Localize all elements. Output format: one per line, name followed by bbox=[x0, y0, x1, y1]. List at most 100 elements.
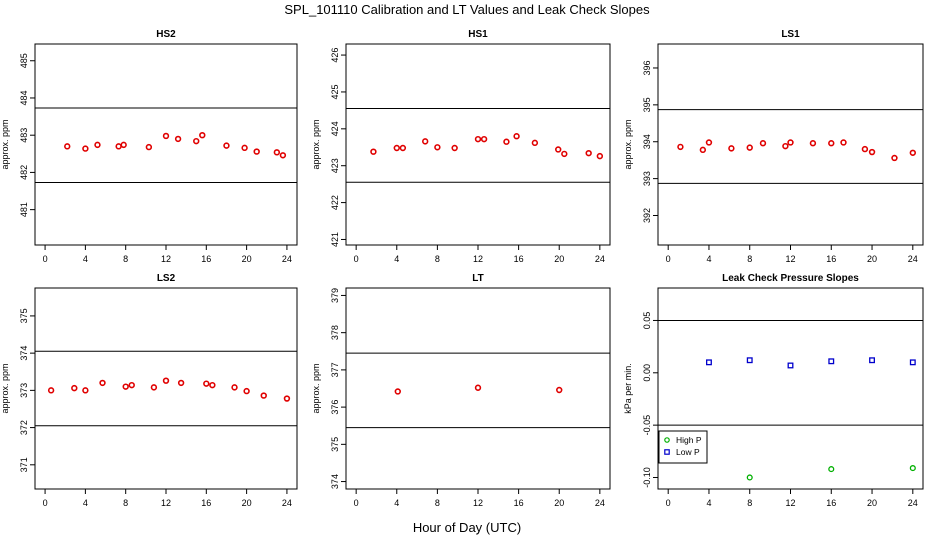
y-tick-label: 375 bbox=[19, 308, 29, 323]
data-point bbox=[243, 387, 250, 395]
data-point bbox=[82, 387, 89, 394]
data-point-high-p bbox=[828, 466, 835, 473]
data-point bbox=[828, 140, 835, 147]
panel-title: HS1 bbox=[468, 29, 488, 40]
data-point-low-p bbox=[787, 362, 794, 369]
figure-xlabel: Hour of Day (UTC) bbox=[413, 520, 521, 535]
data-point bbox=[393, 144, 400, 152]
data-point bbox=[561, 150, 568, 158]
data-point-high-p bbox=[746, 474, 753, 481]
data-point bbox=[451, 144, 458, 152]
x-tick-label: 20 bbox=[242, 254, 252, 264]
data-point bbox=[399, 144, 407, 152]
data-point bbox=[513, 133, 520, 140]
legend-label: High P bbox=[676, 435, 702, 445]
data-point bbox=[64, 143, 71, 150]
x-tick-label: 12 bbox=[473, 498, 483, 508]
x-tick-label: 20 bbox=[867, 498, 877, 508]
x-tick-label: 16 bbox=[826, 498, 836, 508]
data-point bbox=[370, 148, 377, 155]
legend-label: Low P bbox=[676, 447, 700, 457]
x-tick-label: 0 bbox=[43, 498, 48, 508]
data-point bbox=[787, 139, 794, 146]
x-tick-label: 24 bbox=[908, 254, 918, 264]
panel-title: LT bbox=[472, 273, 483, 284]
x-tick-label: 24 bbox=[282, 498, 292, 508]
data-point bbox=[503, 138, 510, 145]
x-tick-label: 20 bbox=[554, 254, 564, 264]
data-point bbox=[555, 146, 562, 153]
data-point bbox=[120, 141, 127, 149]
data-point bbox=[145, 143, 153, 151]
data-point bbox=[474, 135, 482, 143]
data-point-low-p bbox=[909, 359, 916, 366]
plot-frame bbox=[34, 43, 298, 246]
data-point bbox=[199, 131, 206, 139]
data-point bbox=[193, 137, 200, 145]
data-point bbox=[122, 383, 129, 390]
x-tick-label: 4 bbox=[706, 254, 711, 264]
y-tick-label: 421 bbox=[330, 232, 340, 247]
data-point bbox=[705, 139, 713, 146]
x-tick-label: 20 bbox=[867, 254, 877, 264]
data-point bbox=[759, 140, 767, 147]
data-point bbox=[746, 144, 753, 151]
y-tick-label: 377 bbox=[330, 362, 340, 377]
data-point bbox=[253, 148, 260, 155]
y-tick-label: 424 bbox=[330, 121, 340, 136]
x-tick-label: 8 bbox=[435, 498, 440, 508]
data-point bbox=[909, 149, 917, 156]
chart-panel: LT approx. ppm 0 4 8 12 16 20 24 374 375 376 377 378 3… bbox=[311, 273, 611, 508]
plot-frame bbox=[34, 287, 298, 490]
data-point bbox=[474, 384, 482, 391]
data-point bbox=[585, 149, 592, 157]
x-tick-label: 4 bbox=[83, 498, 88, 508]
y-tick-label: 426 bbox=[330, 48, 340, 63]
x-tick-label: 20 bbox=[554, 498, 564, 508]
x-tick-label: 24 bbox=[908, 498, 918, 508]
data-point-low-p bbox=[706, 359, 712, 366]
data-point bbox=[162, 132, 170, 140]
data-point bbox=[128, 381, 135, 389]
data-point bbox=[231, 384, 238, 391]
data-point bbox=[94, 141, 101, 149]
data-point bbox=[782, 142, 789, 150]
y-tick-label: 484 bbox=[19, 90, 29, 105]
y-tick-label: -0.10 bbox=[642, 467, 652, 488]
data-point bbox=[115, 143, 122, 150]
data-point bbox=[260, 392, 267, 399]
chart-panel: LS1 approx. ppm 0 4 8 12 16 20 24 392 393 394 395 396 bbox=[623, 29, 924, 264]
y-tick-label: 422 bbox=[330, 195, 340, 210]
y-tick-label: 425 bbox=[330, 84, 340, 99]
x-tick-label: 4 bbox=[394, 498, 399, 508]
panel-title: LS2 bbox=[157, 273, 176, 284]
y-axis-label: approx. ppm bbox=[623, 119, 633, 169]
figure-title: SPL_101110 Calibration and LT Values and… bbox=[284, 2, 650, 17]
x-tick-label: 0 bbox=[666, 254, 671, 264]
data-point bbox=[174, 135, 182, 143]
data-point bbox=[71, 384, 78, 392]
data-point bbox=[47, 387, 55, 394]
y-tick-label: 379 bbox=[330, 288, 340, 303]
x-tick-label: 16 bbox=[826, 254, 836, 264]
x-tick-label: 8 bbox=[435, 254, 440, 264]
data-point bbox=[203, 380, 210, 387]
x-tick-label: 8 bbox=[123, 498, 128, 508]
y-tick-label: 372 bbox=[19, 420, 29, 435]
plot-frame bbox=[345, 287, 611, 490]
data-point bbox=[99, 379, 106, 387]
y-tick-label: 0.05 bbox=[642, 312, 652, 330]
data-point bbox=[422, 138, 429, 145]
data-point bbox=[840, 139, 847, 146]
x-tick-label: 24 bbox=[595, 498, 605, 508]
x-tick-label: 16 bbox=[514, 254, 524, 264]
data-point bbox=[480, 135, 488, 143]
y-tick-label: 423 bbox=[330, 158, 340, 173]
y-tick-label: 482 bbox=[19, 165, 29, 180]
x-tick-label: 24 bbox=[282, 254, 292, 264]
x-tick-label: 8 bbox=[123, 254, 128, 264]
x-tick-label: 4 bbox=[394, 254, 399, 264]
data-point bbox=[241, 144, 248, 152]
x-tick-label: 20 bbox=[242, 498, 252, 508]
